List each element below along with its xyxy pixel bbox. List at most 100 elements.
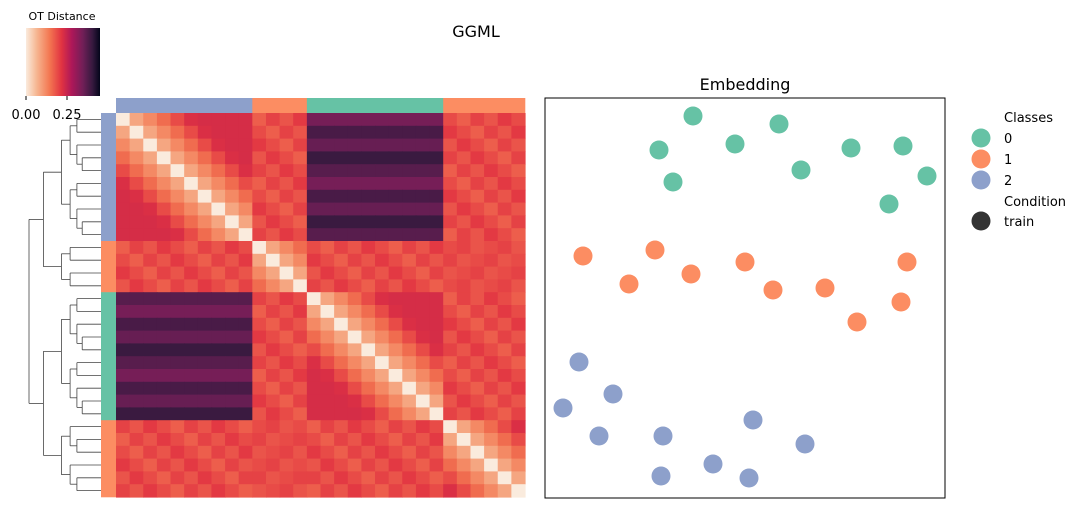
heatmap-cell [170, 445, 185, 460]
heatmap-cell [225, 369, 240, 383]
heatmap-cell [279, 113, 294, 127]
heatmap-cell [334, 407, 349, 421]
heatmap-cell [197, 356, 213, 370]
heatmap-cell [511, 445, 526, 460]
heatmap-cell [375, 420, 390, 434]
heatmap-cell [252, 279, 267, 293]
heatmap-cell [429, 407, 444, 421]
heatmap-cell [225, 189, 240, 204]
heatmap-cell [211, 215, 226, 229]
heatmap-cell [402, 138, 417, 152]
heatmap-cell [361, 433, 376, 447]
heatmap-cell [511, 253, 526, 268]
heatmap-cell [225, 266, 240, 280]
heatmap-cell [497, 484, 512, 498]
embedding-points [553, 106, 937, 488]
heatmap-cell [347, 138, 362, 152]
heatmap-cell [334, 305, 349, 319]
heatmap-cell [456, 138, 472, 152]
heatmap-cell [402, 279, 417, 293]
heatmap-cell [347, 228, 362, 242]
heatmap-cell [143, 177, 158, 191]
heatmap-cell [347, 471, 362, 485]
heatmap-cell [197, 215, 213, 229]
heatmap-cell [334, 253, 349, 268]
heatmap-cell [484, 177, 499, 191]
heatmap-cell [116, 471, 131, 485]
heatmap-cell [375, 369, 390, 383]
heatmap-cell [443, 241, 458, 255]
heatmap-cell [320, 356, 335, 370]
heatmap-cell [293, 164, 308, 178]
heatmap-cell [252, 407, 267, 421]
heatmap-cell [252, 381, 267, 396]
heatmap-cell [211, 317, 226, 332]
heatmap-cell [443, 330, 458, 344]
heatmap-cell [361, 292, 376, 306]
heatmap-cell [252, 164, 267, 178]
row-class-block [101, 241, 116, 293]
heatmap-cell [238, 253, 253, 268]
heatmap-cell [129, 369, 144, 383]
heatmap-cell [484, 266, 499, 280]
heatmap-cell [116, 151, 131, 165]
heatmap-cell [279, 266, 294, 280]
heatmap-cell [184, 330, 199, 344]
heatmap-cell [143, 292, 158, 306]
heatmap-cell [170, 215, 185, 229]
heatmap-cell [334, 228, 349, 242]
heatmap-cell [347, 369, 362, 383]
row-class-block [101, 420, 116, 498]
heatmap-cell [170, 356, 185, 370]
heatmap-cell [361, 471, 376, 485]
heatmap-cell [306, 343, 322, 357]
heatmap-cell [184, 151, 199, 165]
heatmap-cell [306, 330, 322, 344]
embedding-point-class-1 [763, 280, 783, 300]
heatmap-cell [443, 407, 458, 421]
heatmap-cell [375, 343, 390, 357]
heatmap-cell [184, 420, 199, 434]
heatmap-cell [238, 228, 253, 242]
heatmap-cell [225, 484, 240, 498]
heatmap-cell [497, 151, 512, 165]
heatmap-cell [184, 407, 199, 421]
heatmap-cell [156, 151, 172, 165]
heatmap-cell [197, 305, 213, 319]
heatmap-cell [484, 445, 499, 460]
heatmap-cell [415, 471, 431, 485]
heatmap-cell [320, 202, 335, 216]
heatmap-cell [170, 266, 185, 280]
heatmap-cell [470, 445, 485, 460]
heatmap-cell [252, 138, 267, 152]
figure-title: GGML [452, 22, 500, 41]
heatmap-cell [211, 394, 226, 408]
heatmap-cell [265, 305, 281, 319]
heatmap-cell [470, 113, 485, 127]
legend-label-class-0: 0 [1004, 132, 1012, 147]
heatmap-cell [225, 471, 240, 485]
heatmap-cell [156, 433, 172, 447]
heatmap-cell [184, 458, 199, 472]
heatmap-cell [170, 177, 185, 191]
heatmap-cell [320, 420, 335, 434]
heatmap-cell [320, 266, 335, 280]
heatmap-cell [238, 279, 253, 293]
row-dendrogram [28, 119, 101, 492]
heatmap-cell [293, 445, 308, 460]
row-class-colors [101, 113, 116, 498]
heatmap-cell [415, 445, 431, 460]
heatmap-cell [484, 458, 499, 472]
heatmap-cell [184, 369, 199, 383]
heatmap-cell [306, 458, 322, 472]
heatmap-cell [334, 356, 349, 370]
heatmap-cell [429, 433, 444, 447]
heatmap-cell [456, 202, 472, 216]
heatmap-cell [293, 228, 308, 242]
heatmap-cell [143, 241, 158, 255]
heatmap-cell [225, 151, 240, 165]
heatmap-cell [429, 343, 444, 357]
heatmap-cell [511, 343, 526, 357]
heatmap-cell [156, 253, 172, 268]
heatmap-cell [456, 241, 472, 255]
